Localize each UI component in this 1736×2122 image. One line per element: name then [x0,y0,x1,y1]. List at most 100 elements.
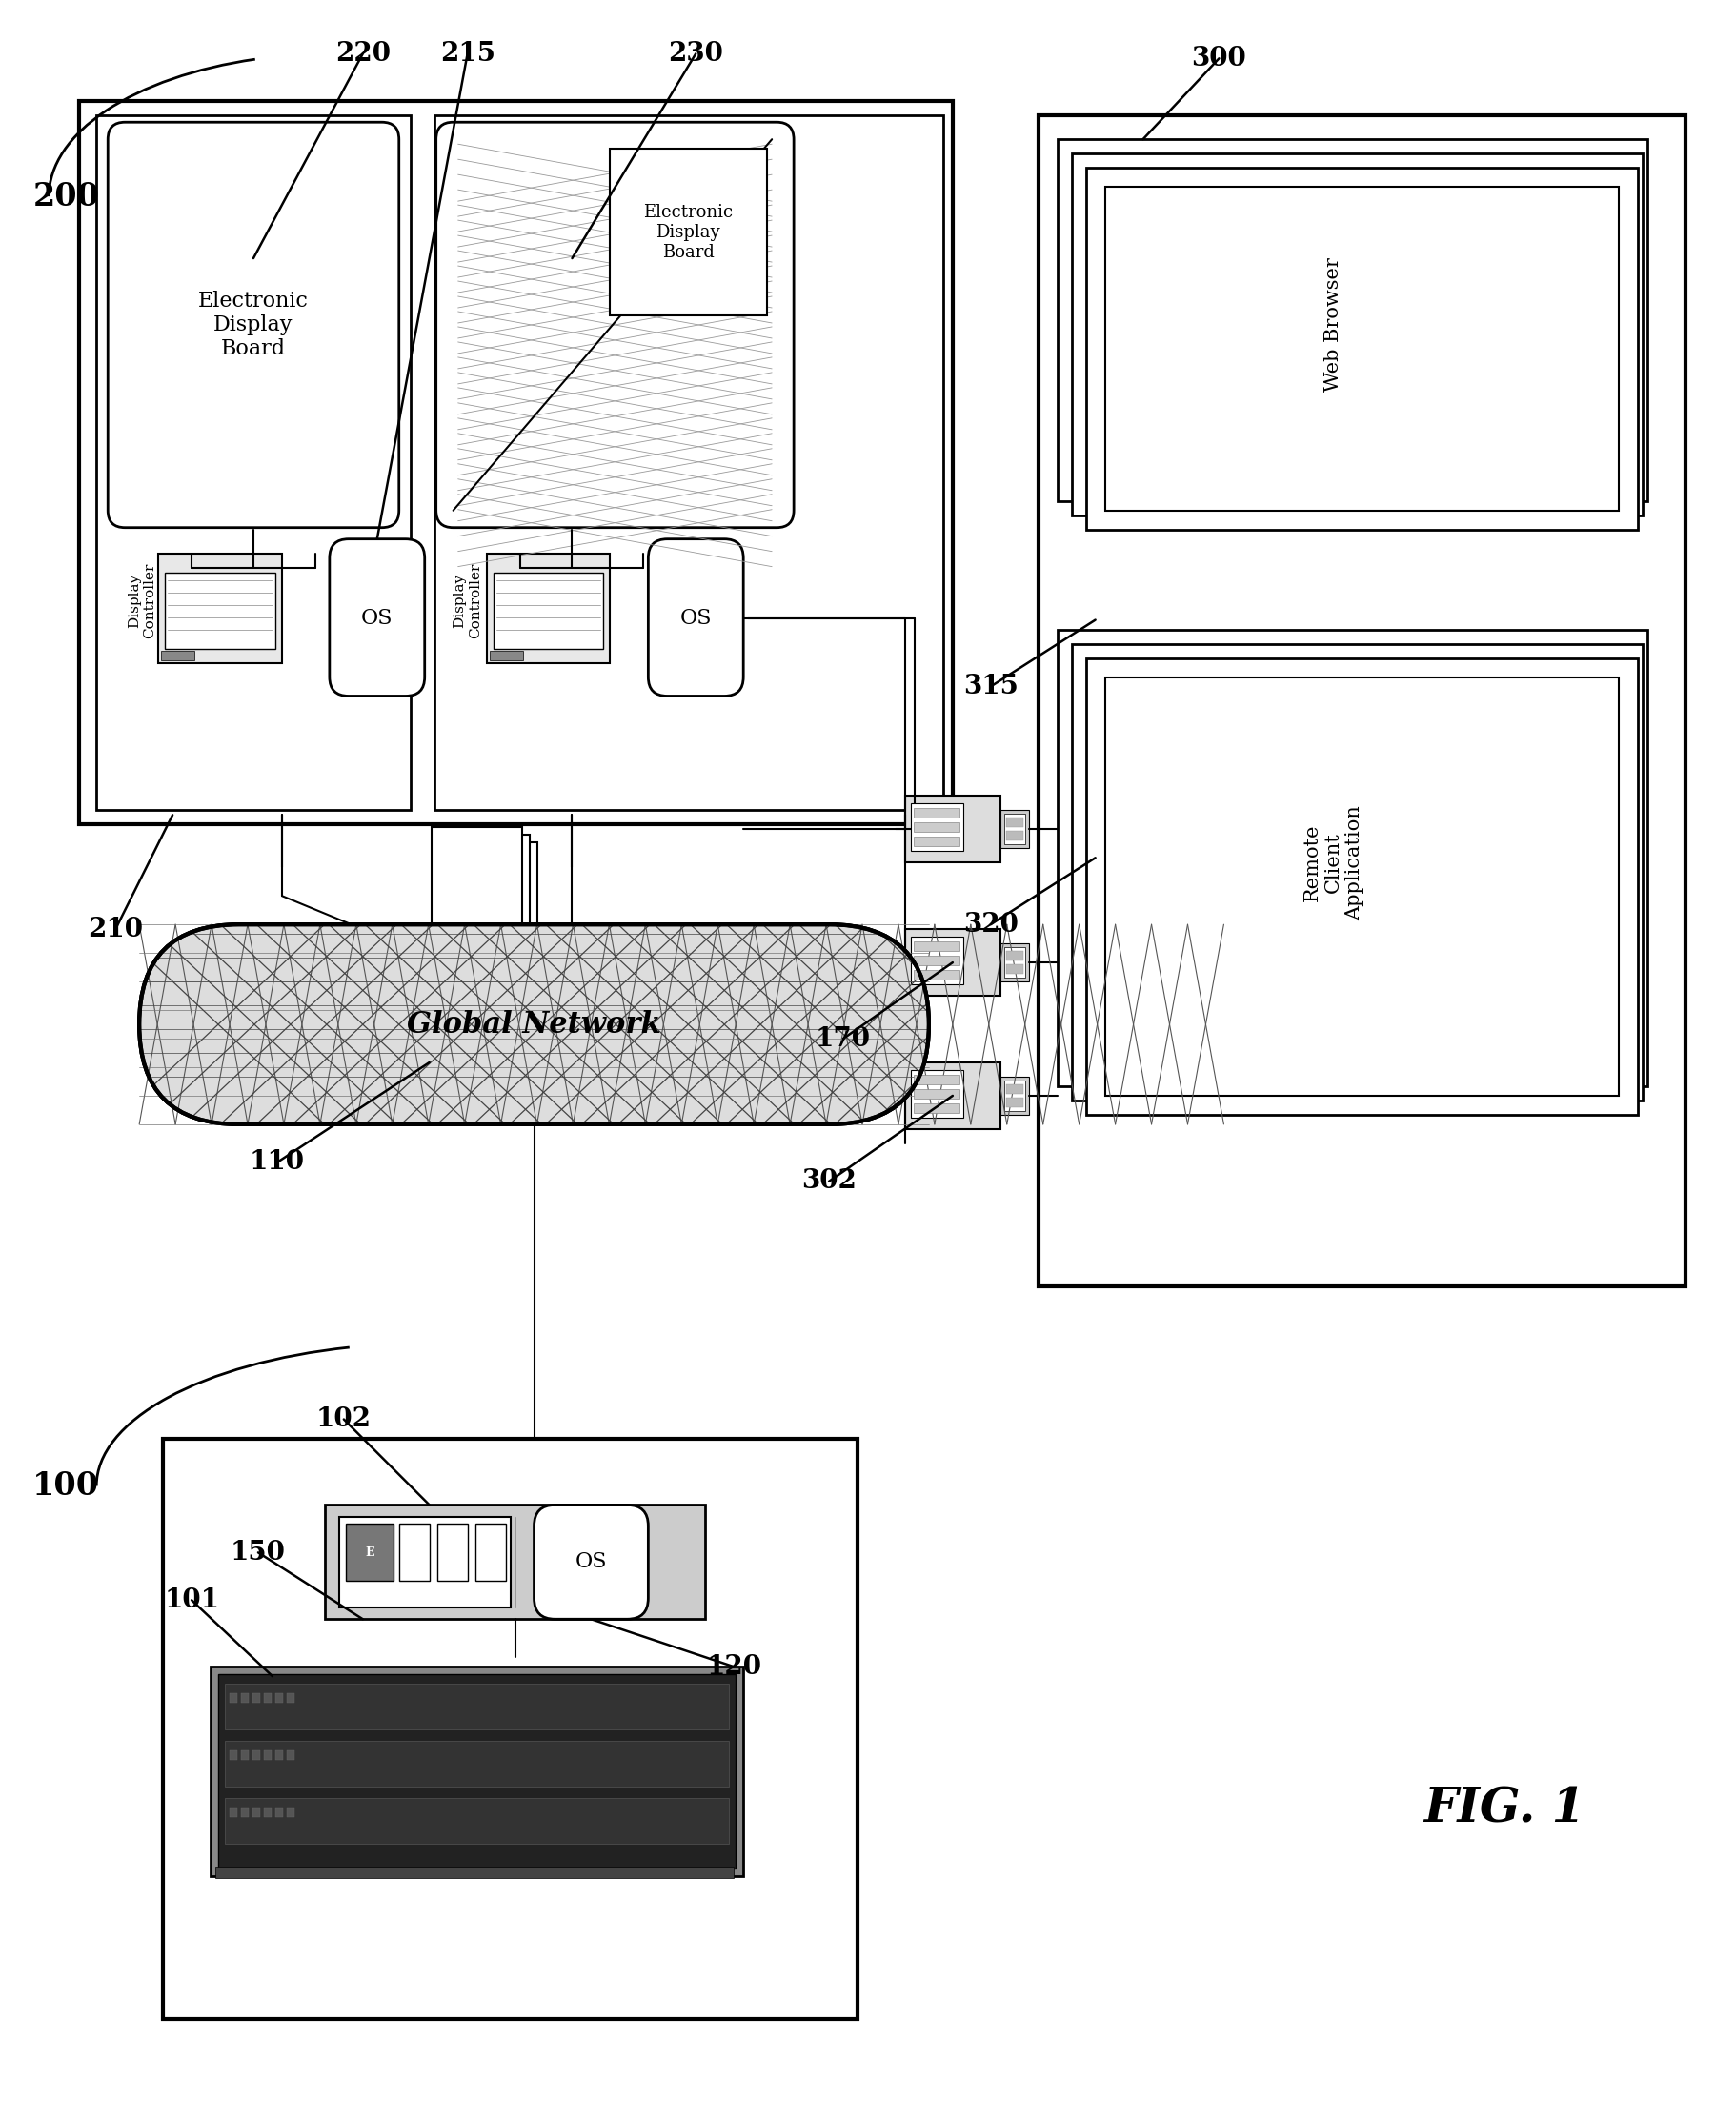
Bar [911,804,963,851]
Text: Display
Controller: Display Controller [453,562,483,639]
Bar [1071,153,1642,516]
Bar [1005,963,1023,974]
Bar [325,1504,705,1619]
FancyBboxPatch shape [139,925,929,1125]
Bar [226,1740,729,1787]
Text: FIG. 1: FIG. 1 [1424,1787,1585,1833]
Bar [1076,159,1628,482]
Bar [252,1751,260,1759]
Bar [165,573,276,649]
Bar [913,942,960,951]
Bar [437,1524,467,1581]
FancyBboxPatch shape [436,123,793,528]
Text: 170: 170 [816,1025,871,1053]
Bar [1071,643,1642,1101]
Bar [252,1808,260,1816]
FancyBboxPatch shape [648,539,743,696]
Bar [439,834,529,949]
Bar [1000,944,1029,982]
Text: OS: OS [575,1551,608,1572]
Text: Display
Controller: Display Controller [128,562,156,639]
Bar [913,1076,960,1084]
FancyBboxPatch shape [139,925,929,1125]
Bar [276,1808,283,1816]
Bar [904,1063,1000,1129]
Text: 210: 210 [89,917,142,942]
Bar [286,1693,295,1702]
Text: Electronic
Display
Board: Electronic Display Board [644,204,733,261]
Bar [276,1693,283,1702]
Bar [1057,630,1647,1086]
Bar [913,836,960,847]
Bar [210,1666,743,1876]
FancyBboxPatch shape [139,925,929,1125]
Bar [163,1439,858,2018]
Bar [1003,815,1024,845]
Bar [1085,658,1637,1114]
Text: 102: 102 [316,1407,372,1432]
Bar [161,649,194,660]
Bar [913,808,960,817]
Text: 100: 100 [33,1471,99,1502]
Bar [286,1808,295,1816]
Text: Remote
Client
Application: Remote Client Application [1304,804,1363,921]
Text: 302: 302 [802,1169,856,1195]
Bar [1005,951,1023,961]
Bar [1005,832,1023,840]
Text: 315: 315 [963,673,1019,700]
FancyBboxPatch shape [535,1504,648,1619]
Bar [339,1517,510,1608]
Bar [476,1524,505,1581]
Text: Web Browser: Web Browser [1325,257,1342,393]
Bar [904,796,1000,862]
Text: 110: 110 [250,1150,306,1176]
Bar [241,1693,248,1702]
Bar [264,1693,271,1702]
Text: Electronic
Display
Board: Electronic Display Board [198,291,309,359]
Bar [446,842,536,957]
Bar [80,102,953,825]
Bar [1104,677,1618,1095]
Bar [241,1751,248,1759]
Bar [345,1524,394,1581]
Bar [264,1808,271,1816]
Bar [1076,649,1628,1067]
Bar [1090,662,1623,1082]
Bar [1005,1097,1023,1108]
Bar [609,149,767,316]
Bar [434,115,943,811]
Text: 120: 120 [707,1653,762,1681]
Bar [493,573,604,649]
Bar [904,929,1000,995]
Text: 101: 101 [163,1587,219,1613]
Bar [1057,140,1647,501]
Bar [431,828,523,942]
Text: 220: 220 [335,40,391,66]
FancyBboxPatch shape [108,123,399,528]
Bar [1104,187,1618,511]
Bar [226,1685,729,1729]
Bar [913,823,960,832]
Text: 200: 200 [33,180,99,212]
Bar [911,936,963,985]
Bar [226,1797,729,1844]
Bar [286,1751,295,1759]
Text: 230: 230 [668,40,724,66]
Text: 320: 320 [963,912,1019,938]
Text: OS: OS [681,607,712,628]
Bar [229,1693,238,1702]
Bar [158,554,281,662]
Bar [913,955,960,966]
Bar [1090,172,1623,497]
Bar [97,115,410,811]
Text: OS: OS [361,607,392,628]
Bar [229,1808,238,1816]
Bar [913,970,960,980]
Text: E: E [365,1547,373,1560]
FancyBboxPatch shape [330,539,425,696]
Bar [1085,168,1637,530]
Bar [241,1808,248,1816]
Bar [1000,1076,1029,1114]
Bar [913,1103,960,1112]
Bar [911,1069,963,1118]
